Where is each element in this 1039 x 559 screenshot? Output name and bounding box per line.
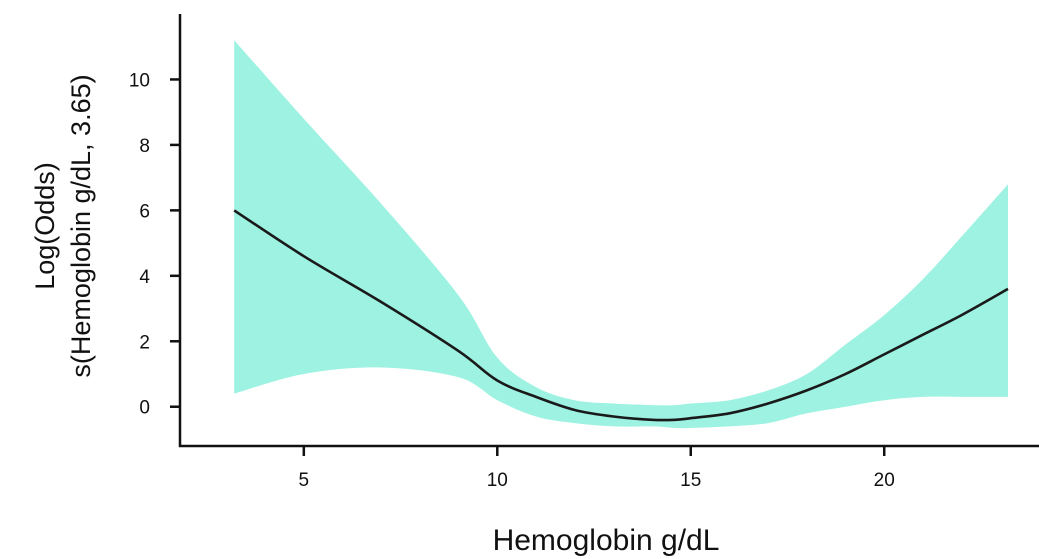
confidence-band (234, 40, 1008, 429)
y-axis-ticks: 0 2 4 6 8 10 (129, 70, 180, 419)
y-axis-title-line2: s(Hemoglobin g/dL, 3.65) (66, 74, 96, 377)
x-tick-label: 20 (874, 470, 895, 491)
x-tick-label: 15 (680, 470, 701, 491)
y-tick-label: 6 (139, 201, 150, 222)
x-tick-label: 10 (487, 470, 508, 491)
y-tick-label: 8 (139, 136, 150, 157)
x-tick-label: 5 (299, 470, 310, 491)
y-tick-label: 10 (129, 70, 150, 91)
x-axis-ticks: 5 10 15 20 (299, 446, 895, 491)
axes (178, 14, 1039, 448)
axis-frame (178, 14, 1039, 448)
spline-line-layer (233, 209, 1009, 422)
spline-line (233, 209, 1009, 422)
y-tick-label: 0 (139, 398, 150, 419)
confidence-band-layer (234, 40, 1008, 429)
y-axis-title-line1: Log(Odds) (30, 162, 60, 290)
x-axis-title: Hemoglobin g/dL (493, 524, 720, 557)
y-tick-label: 4 (139, 267, 150, 288)
y-tick-label: 2 (139, 332, 150, 353)
